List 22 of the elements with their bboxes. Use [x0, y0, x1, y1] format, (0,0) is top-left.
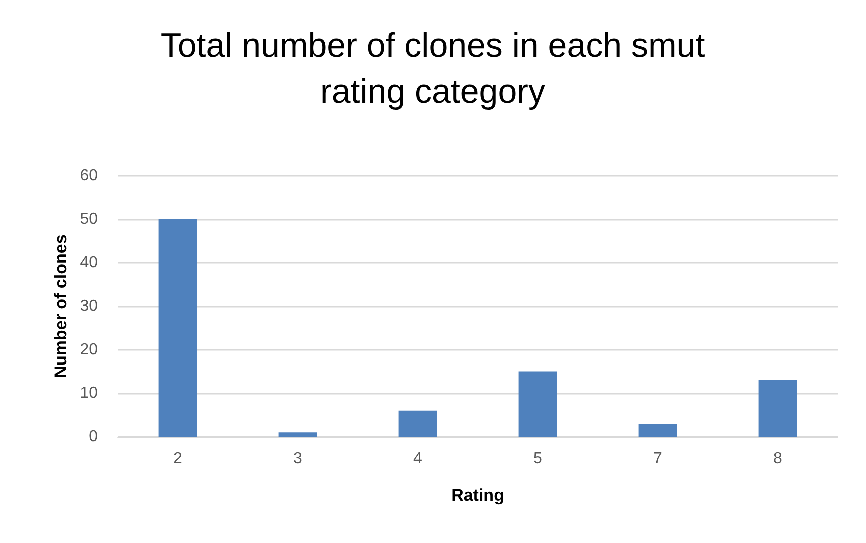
y-axis-title: Number of clones: [51, 234, 70, 378]
x-tick-label: 3: [294, 450, 303, 468]
x-tick-label: 4: [414, 450, 423, 468]
bar: [638, 424, 678, 437]
x-tick-label: 8: [774, 450, 783, 468]
y-tick-label: 10: [80, 385, 98, 402]
y-tick-label: 50: [80, 211, 98, 228]
y-tick-label: 0: [89, 428, 98, 446]
bar: [398, 410, 438, 437]
bar: [518, 372, 558, 437]
x-tick-label: 2: [174, 450, 183, 468]
y-tick-label: 60: [80, 168, 98, 184]
bar: [158, 220, 198, 437]
x-axis-title: Rating: [452, 486, 504, 505]
y-tick-label: 20: [80, 342, 98, 358]
chart-title: Total number of clones in each smut rating category: [160, 27, 706, 111]
y-tick-label: 30: [80, 298, 98, 315]
x-tick-label: 7: [654, 450, 663, 468]
y-tick-label: 40: [80, 254, 98, 272]
bar: [278, 432, 318, 437]
x-tick-label: 5: [534, 450, 543, 468]
bar: [758, 380, 798, 437]
